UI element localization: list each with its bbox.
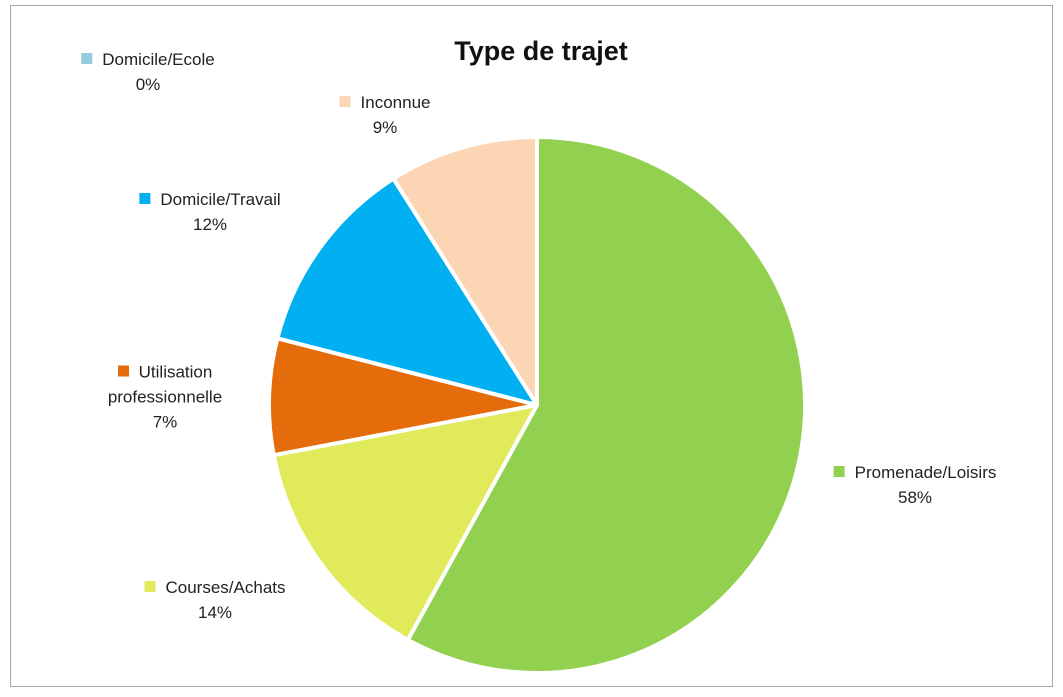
- pie-slice: [275, 176, 539, 407]
- chart-title: Type de trajet: [454, 36, 628, 66]
- category-label: Inconnue: [360, 93, 431, 112]
- value-label: 12%: [192, 215, 228, 234]
- category-label: Courses/Achats: [165, 578, 286, 597]
- category-label: Promenade/Loisirs: [854, 463, 997, 482]
- slice-label: Domicile/Ecole 0%: [81, 47, 215, 97]
- slice-label: Utilisation professionnelle 7%: [80, 360, 250, 435]
- legend-swatch: [117, 365, 129, 377]
- pie-slice: [405, 135, 807, 675]
- legend-swatch: [339, 96, 351, 107]
- slice-label: Domicile/Travail 12%: [139, 187, 281, 237]
- value-label: 58%: [897, 488, 933, 507]
- category-label: Domicile/Ecole: [102, 50, 215, 69]
- legend-swatch: [144, 581, 156, 592]
- pie-slice: [271, 403, 539, 642]
- legend-swatch: [833, 466, 845, 477]
- pie-slice: [391, 135, 539, 407]
- pie-slice: [267, 336, 539, 458]
- value-label: 0%: [135, 75, 161, 94]
- legend-swatch: [81, 53, 93, 64]
- category-label: Utilisation professionnelle: [107, 362, 223, 407]
- slice-label: Inconnue 9%: [339, 90, 431, 140]
- value-label: 9%: [372, 118, 398, 137]
- legend-swatch: [139, 193, 151, 204]
- slice-label: Promenade/Loisirs 58%: [833, 460, 997, 510]
- value-label: 7%: [152, 412, 178, 432]
- value-label: 14%: [197, 603, 233, 622]
- slice-label: Courses/Achats 14%: [144, 575, 286, 625]
- category-label: Domicile/Travail: [160, 190, 281, 209]
